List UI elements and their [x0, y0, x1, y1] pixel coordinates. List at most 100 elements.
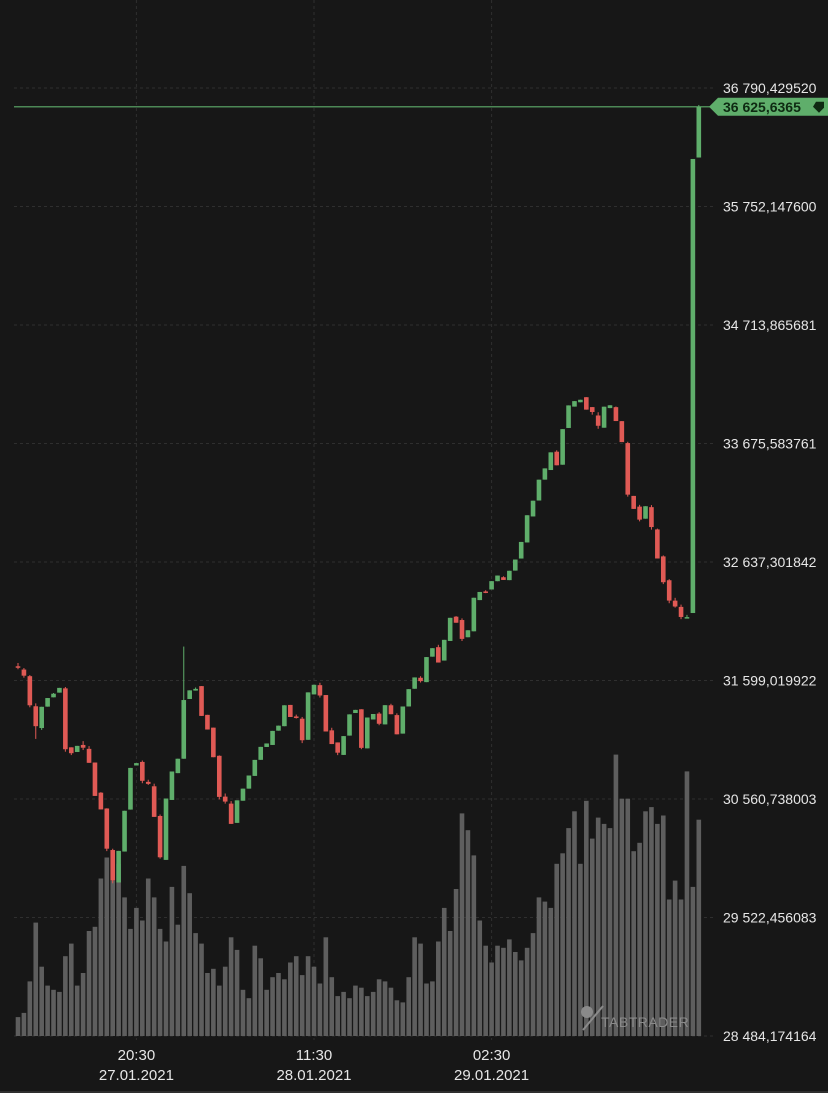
- candle-body: [205, 714, 210, 730]
- candle-body: [359, 709, 364, 748]
- volume-bar: [548, 907, 554, 1036]
- volume-bar: [459, 813, 465, 1036]
- candle: [412, 677, 417, 689]
- volume-bar: [483, 945, 488, 1036]
- candle-body: [335, 742, 340, 753]
- candle-body: [424, 657, 429, 683]
- candle-body: [116, 850, 121, 883]
- volume-bar: [530, 933, 536, 1036]
- volume-bar: [216, 985, 222, 1036]
- volume-bar: [335, 996, 340, 1036]
- candle: [595, 412, 601, 429]
- volume-bar: [169, 886, 175, 1036]
- candle-body: [104, 808, 110, 849]
- candle-body: [376, 713, 382, 724]
- volume-bar: [589, 838, 595, 1036]
- candle: [471, 597, 477, 632]
- candle: [252, 759, 258, 776]
- candle: [507, 570, 512, 581]
- candle-body: [388, 705, 394, 715]
- volume-bar: [412, 937, 417, 1036]
- candle: [560, 429, 565, 465]
- volume-bar: [151, 897, 157, 1036]
- candle: [359, 709, 364, 750]
- candle: [554, 450, 560, 466]
- volume-bar: [595, 817, 601, 1036]
- candle: [329, 727, 335, 745]
- volume-bar: [80, 973, 86, 1036]
- volume-bar: [157, 928, 163, 1036]
- candle: [335, 742, 340, 756]
- date-tick-label: 27.01.2021: [99, 1067, 174, 1084]
- candle: [63, 686, 68, 752]
- volume-bar: [329, 977, 335, 1036]
- candle-body: [542, 468, 548, 480]
- candle: [666, 579, 672, 604]
- candle-body: [110, 850, 116, 881]
- volume-bar: [625, 798, 631, 1036]
- candle: [655, 528, 660, 559]
- volume-bar: [619, 798, 625, 1036]
- candle: [110, 848, 116, 884]
- candle: [181, 646, 187, 759]
- candle-body: [566, 405, 571, 428]
- candle-body: [39, 706, 44, 729]
- price-axis: 36 790,429520 35 752,147600 34 713,865681 3…: [723, 80, 817, 1044]
- candle: [104, 808, 110, 852]
- time-tick-label: 11:30: [296, 1047, 332, 1064]
- candle-body: [145, 781, 151, 784]
- candle-body: [595, 415, 601, 426]
- price-tick-label: 33 675,583761: [723, 436, 817, 452]
- candle: [453, 616, 459, 623]
- volume-bar: [181, 865, 187, 1036]
- candle: [193, 687, 198, 691]
- candle: [495, 575, 500, 582]
- volume-bar: [323, 937, 329, 1036]
- candle: [228, 801, 234, 824]
- candle: [317, 682, 323, 698]
- candle-body: [518, 541, 524, 559]
- volume-bar: [400, 1002, 406, 1036]
- candle: [299, 716, 305, 744]
- candle-body: [465, 630, 471, 638]
- volume-bar: [572, 811, 577, 1036]
- volume-bar: [122, 897, 127, 1036]
- candle: [57, 687, 62, 693]
- candle: [270, 730, 275, 745]
- candle-body: [631, 495, 636, 509]
- candle-body: [270, 730, 275, 745]
- volume-bar: [98, 878, 104, 1036]
- candle: [169, 771, 175, 800]
- volume-bar: [140, 920, 145, 1036]
- candle-body: [157, 815, 163, 858]
- candle-body: [530, 500, 536, 517]
- candle-body: [134, 763, 139, 766]
- volume-bar: [317, 983, 323, 1036]
- volume-bar: [394, 1000, 400, 1036]
- volume-bar: [51, 989, 56, 1036]
- volume-bar: [15, 1017, 21, 1036]
- volume-bar: [370, 991, 376, 1036]
- volume-bar: [696, 819, 702, 1036]
- candle: [613, 406, 619, 422]
- candle: [436, 644, 441, 663]
- volume-bar: [536, 897, 542, 1036]
- candle: [382, 705, 388, 725]
- volume-bar: [489, 962, 494, 1036]
- time-tick-label: 20:30: [118, 1047, 156, 1064]
- volume-bar: [613, 754, 619, 1036]
- candle: [643, 506, 648, 519]
- candle-body: [507, 570, 512, 581]
- volume-bar: [27, 981, 33, 1036]
- candle-body: [412, 677, 417, 689]
- candle-body: [418, 677, 423, 682]
- volume-bar: [21, 1012, 27, 1036]
- candle: [536, 479, 542, 501]
- candle: [175, 758, 181, 774]
- candle: [15, 662, 21, 670]
- candle-body: [45, 698, 50, 707]
- volume-bar: [33, 922, 39, 1036]
- candle-body: [572, 401, 577, 407]
- candle-body: [199, 686, 204, 716]
